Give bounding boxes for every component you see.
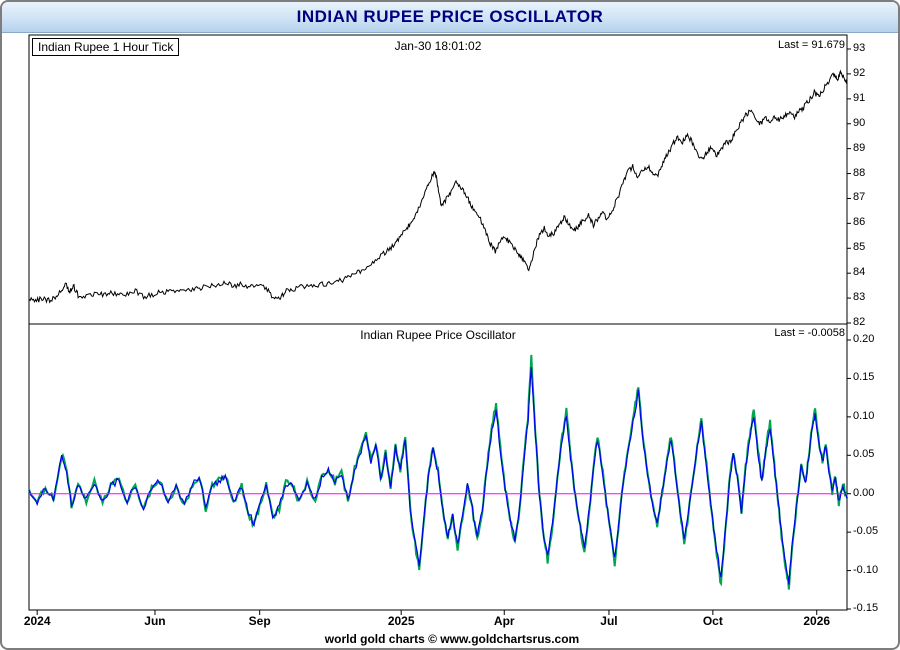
page-title: INDIAN RUPEE PRICE OSCILLATOR <box>296 7 604 26</box>
title-bar: INDIAN RUPEE PRICE OSCILLATOR <box>2 2 898 33</box>
